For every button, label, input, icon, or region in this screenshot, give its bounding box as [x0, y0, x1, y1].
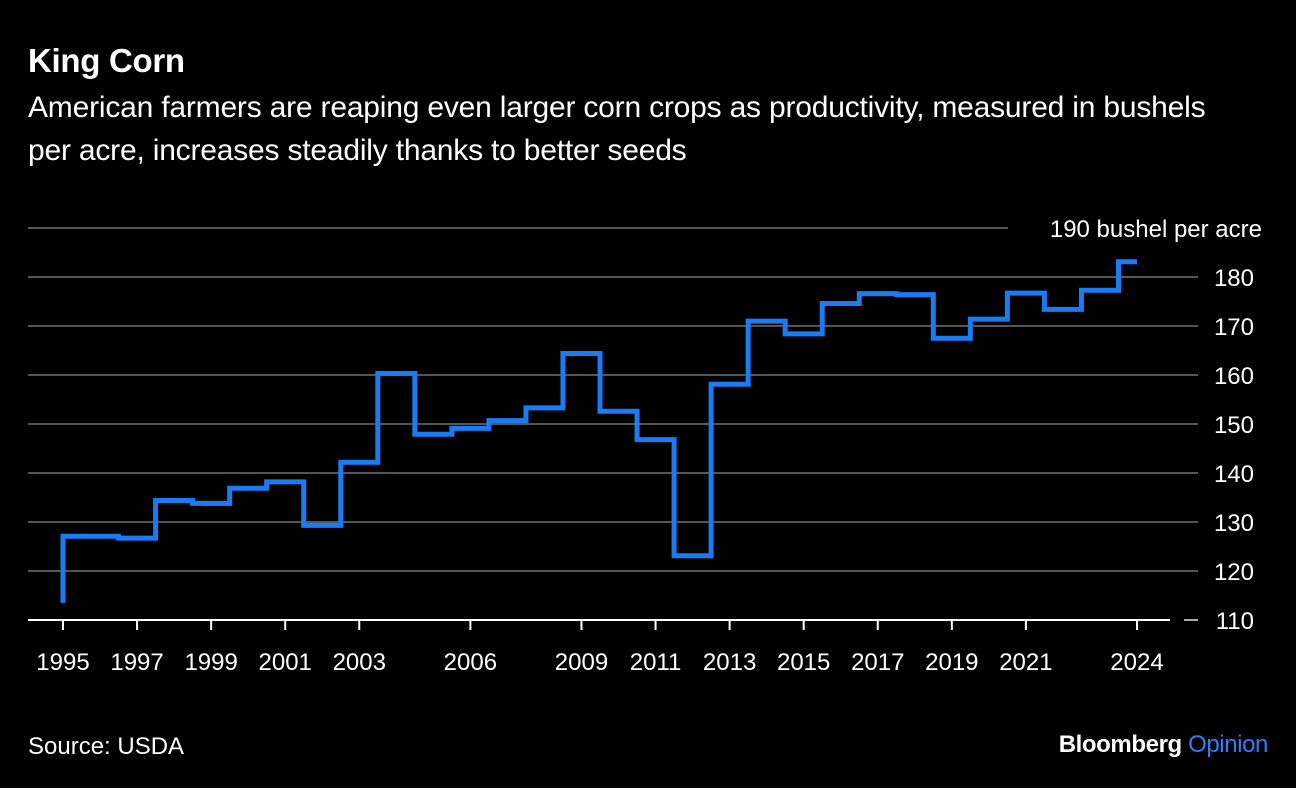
series-line-path — [60, 259, 1137, 603]
x-tick-label: 2021 — [999, 649, 1052, 676]
x-tick-label: 2019 — [925, 649, 978, 676]
y-tick-label: 130 — [1214, 510, 1254, 537]
x-tick-label: 2017 — [851, 649, 904, 676]
y-tick-label: 170 — [1214, 314, 1254, 341]
y-tick-label: 140 — [1214, 461, 1254, 488]
series-line — [60, 259, 1137, 603]
x-tick-label: 2013 — [703, 649, 756, 676]
brand-primary: Bloomberg — [1058, 731, 1182, 758]
x-tick-label: 1999 — [184, 649, 237, 676]
x-tick-label: 1995 — [36, 649, 89, 676]
brand-logo: Bloomberg Opinion — [1058, 731, 1269, 759]
x-tick-label: 2024 — [1110, 649, 1163, 676]
x-axis: 1995 1997 1999 2001 2003 2006 2009 2011 2013 2015… — [28, 619, 1198, 676]
y-tick-label: 150 — [1214, 412, 1254, 439]
y-unit-label: 190 bushel per acre — [1050, 216, 1262, 243]
x-tick-label: 2011 — [630, 649, 682, 676]
chart-subtitle: American farmers are reaping even larger… — [28, 91, 1206, 167]
chart-title: King Corn — [28, 42, 185, 79]
y-axis: 110 120 130 140 150 160 170 180 190 bushel per a… — [1050, 216, 1262, 635]
x-tick-label: 2001 — [259, 649, 312, 676]
x-tick-label: 1997 — [110, 649, 163, 676]
y-tick-label: 180 — [1214, 265, 1254, 292]
y-tick-label: 160 — [1214, 363, 1254, 390]
brand-secondary: Opinion — [1188, 731, 1268, 758]
x-tick-label: 2003 — [333, 649, 386, 676]
source-note: Source: USDA — [28, 733, 185, 760]
gridlines — [28, 227, 1198, 572]
x-tick-label: 2009 — [555, 649, 608, 676]
y-tick-label: 120 — [1214, 559, 1254, 586]
x-tick-label: 2006 — [444, 649, 497, 676]
x-tick-label: 2015 — [777, 649, 830, 676]
y-tick-label: 110 — [1216, 608, 1254, 635]
